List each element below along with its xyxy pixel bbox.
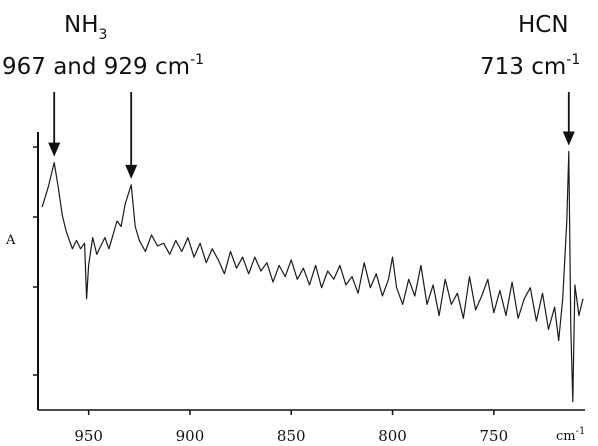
x-axis-ticks: 950 900 850 800 750: [74, 410, 508, 445]
hcn-annotation-label: 713 cm-1: [480, 52, 580, 80]
nh3-annotation-label: 967 and 929 cm-1: [2, 52, 204, 80]
x-tick-label: 900: [176, 427, 205, 445]
annotation-arrow-head: [48, 142, 61, 157]
spectrum-line: [41, 150, 584, 403]
annotation-arrow-head: [125, 164, 138, 179]
hcn-annotation-species: HCN: [518, 12, 569, 38]
x-tick-label: 750: [480, 427, 509, 445]
y-axis-label: A: [5, 233, 16, 248]
x-tick-label: 950: [74, 427, 103, 445]
spectrum-series: [41, 150, 584, 403]
annotation-arrows: [48, 92, 575, 179]
x-axis-unit-label: cm-1: [556, 426, 585, 444]
nh3-annotation-species: NH3: [64, 12, 107, 43]
x-tick-label: 850: [277, 427, 306, 445]
x-tick-label: 800: [378, 427, 407, 445]
annotation-arrow-head: [562, 131, 575, 146]
